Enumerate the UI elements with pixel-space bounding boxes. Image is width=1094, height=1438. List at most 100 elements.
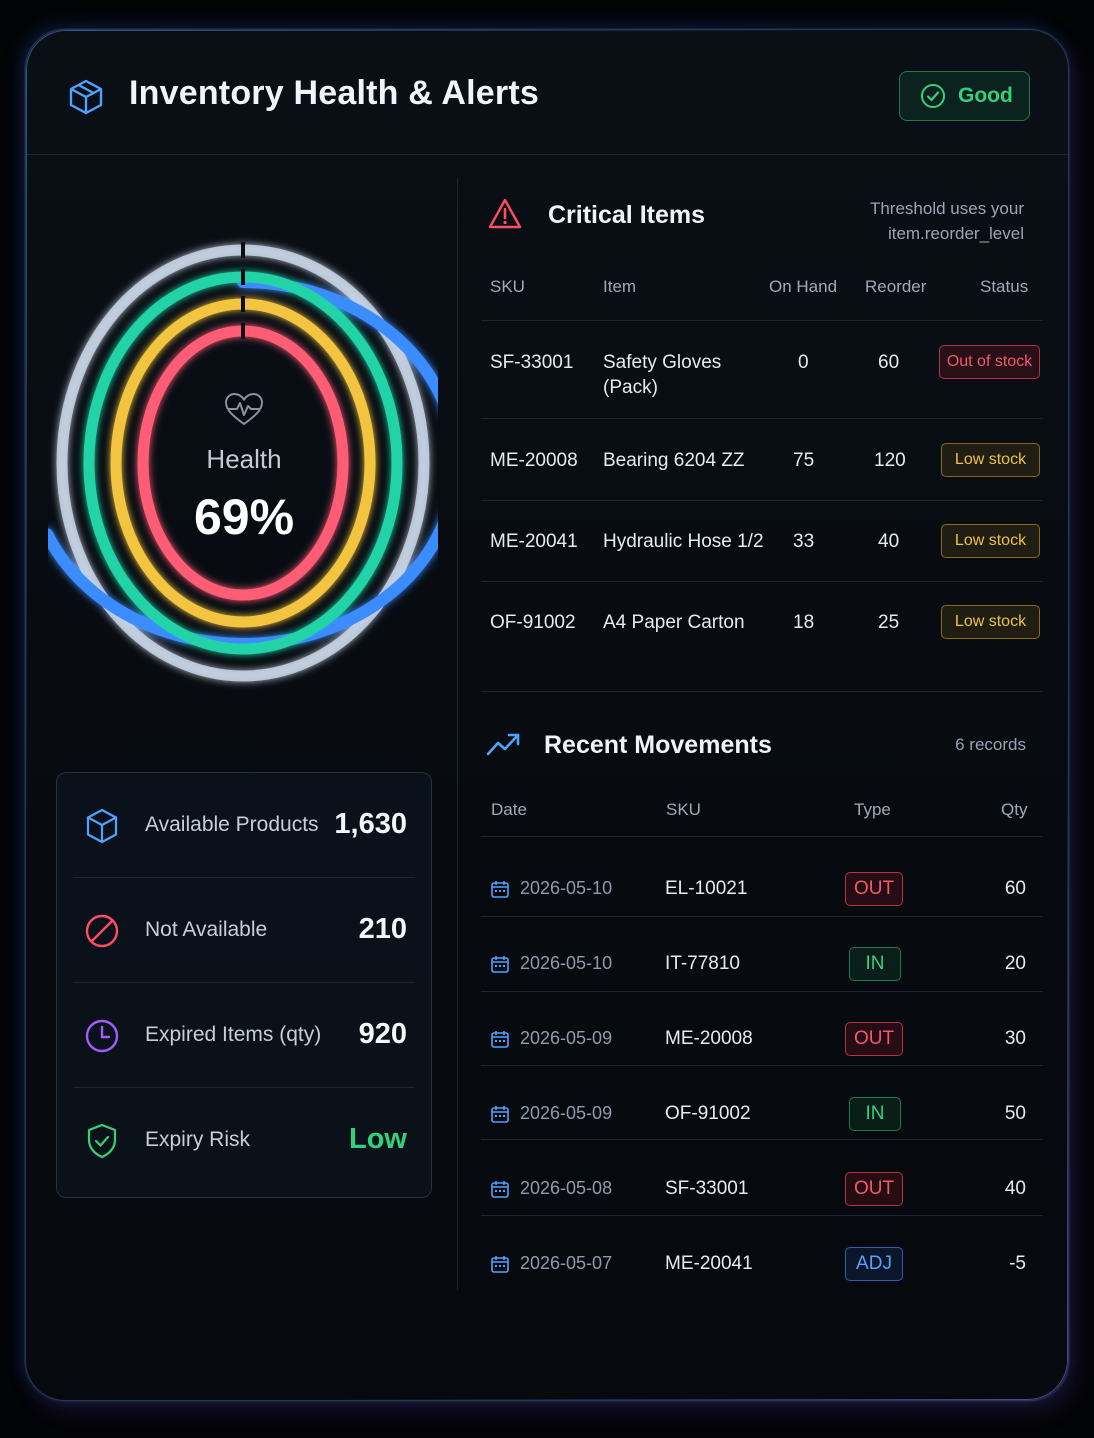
stat-expired-items: Expired Items (qty) 920 (73, 983, 415, 1088)
row-divider (481, 916, 1043, 917)
status-badge: Low stock (941, 443, 1040, 477)
row-divider (481, 320, 1043, 321)
calendar-icon (490, 954, 510, 974)
cell-qty: -5 (1009, 1253, 1026, 1274)
date-text: 2026-05-09 (520, 1103, 613, 1123)
stat-label: Expiry Risk (145, 1128, 251, 1151)
type-badge: ADJ (845, 1247, 903, 1281)
cell-date: 2026-05-10 (490, 953, 612, 974)
calendar-icon (490, 1029, 510, 1049)
date-text: 2026-05-07 (520, 1253, 613, 1273)
alert-triangle-icon (488, 198, 522, 229)
cell-sku: OF-91002 (490, 612, 576, 633)
cell-sku: ME-20041 (665, 1253, 753, 1274)
status-badge: Low stock (941, 605, 1040, 639)
cell-date: 2026-05-07 (490, 1253, 612, 1274)
clock-icon (85, 1019, 119, 1053)
section-divider (481, 691, 1043, 692)
status-label: Good (958, 84, 1013, 107)
ring-notch (241, 242, 245, 258)
row-divider (73, 877, 415, 878)
stat-label: Not Available (145, 918, 268, 941)
cell-sku: OF-91002 (665, 1103, 751, 1124)
cell-sku: ME-20008 (490, 450, 578, 471)
col-sku: SKU (666, 800, 701, 819)
col-qty: Qty (1001, 800, 1028, 819)
cell-on-hand: 33 (793, 531, 815, 552)
cell-item: Safety Gloves (603, 352, 722, 373)
stats-panel: Available Products 1,630 Not Available 2… (56, 772, 432, 1198)
type-badge: IN (849, 947, 901, 981)
cell-qty: 30 (1004, 1028, 1026, 1049)
calendar-icon (490, 879, 510, 899)
cell-on-hand: 75 (793, 450, 815, 471)
cell-sku: EL-10021 (665, 878, 748, 899)
ring-notch (241, 269, 245, 285)
stat-available-products: Available Products 1,630 (73, 773, 415, 878)
date-text: 2026-05-08 (520, 1178, 613, 1198)
col-item: Item (603, 277, 637, 296)
col-type: Type (854, 800, 891, 819)
calendar-icon (490, 1104, 510, 1124)
row-divider (481, 500, 1043, 501)
col-reorder: Reorder (865, 277, 927, 296)
cell-qty: 60 (1004, 878, 1026, 899)
cell-sku: ME-20041 (490, 531, 578, 552)
health-status-badge[interactable]: Good (899, 71, 1030, 121)
box-icon (69, 79, 103, 115)
col-on-hand: On Hand (769, 277, 838, 296)
note-line: item.reorder_level (887, 224, 1024, 243)
cell-reorder: 120 (874, 450, 906, 471)
card-header: Inventory Health & Alerts Good (26, 30, 1068, 155)
cell-reorder: 40 (878, 531, 900, 552)
type-badge: IN (849, 1097, 901, 1131)
calendar-icon (490, 1179, 510, 1199)
critical-items-title: Critical Items (548, 201, 706, 229)
stat-label: Expired Items (qty) (145, 1023, 322, 1046)
cell-qty: 50 (1004, 1103, 1026, 1124)
cell-sku: SF-33001 (490, 352, 574, 373)
type-badge: OUT (845, 1022, 903, 1056)
cell-sku: ME-20008 (665, 1028, 753, 1049)
cell-date: 2026-05-08 (490, 1178, 612, 1199)
cell-date: 2026-05-09 (490, 1028, 612, 1049)
ring-notch (241, 296, 245, 312)
status-badge: Out of stock (939, 345, 1040, 379)
cell-item: A4 Paper Carton (603, 612, 745, 633)
cell-item: Hydraulic Hose 1/2 (603, 531, 764, 552)
threshold-note: Threshold uses your item.reorder_level (870, 196, 1024, 246)
cell-sku: SF-33001 (665, 1178, 749, 1199)
cell-reorder: 25 (878, 612, 900, 633)
date-text: 2026-05-10 (520, 953, 613, 973)
box-icon (86, 808, 118, 844)
cell-reorder: 60 (878, 352, 900, 373)
cell-item-line2: (Pack) (603, 377, 658, 398)
gauge-label: Health (206, 444, 282, 474)
row-divider (73, 1087, 415, 1088)
trend-up-icon (486, 733, 520, 756)
column-divider (457, 178, 458, 1290)
stat-not-available: Not Available 210 (73, 878, 415, 983)
page-title: Inventory Health & Alerts (129, 74, 539, 112)
stat-label: Available Products (145, 813, 319, 836)
prohibited-icon (85, 914, 119, 948)
col-date: Date (491, 800, 527, 819)
cell-date: 2026-05-09 (490, 1103, 612, 1124)
gauge-value: 69% (193, 489, 295, 545)
date-text: 2026-05-10 (520, 878, 613, 898)
recent-movements-title: Recent Movements (544, 731, 772, 759)
note-line: Threshold uses your (869, 199, 1024, 218)
cell-on-hand: 18 (793, 612, 815, 633)
cell-qty: 40 (1004, 1178, 1026, 1199)
row-divider (481, 1215, 1043, 1216)
type-badge: OUT (845, 872, 903, 906)
shield-check-icon (87, 1123, 117, 1159)
row-divider (481, 1139, 1043, 1140)
cell-on-hand: 0 (798, 352, 809, 373)
stat-value: 1,630 (334, 808, 407, 840)
row-divider (481, 581, 1043, 582)
cell-date: 2026-05-10 (490, 878, 612, 899)
date-text: 2026-05-09 (520, 1028, 613, 1048)
calendar-icon (490, 1254, 510, 1274)
row-divider (481, 836, 1043, 837)
